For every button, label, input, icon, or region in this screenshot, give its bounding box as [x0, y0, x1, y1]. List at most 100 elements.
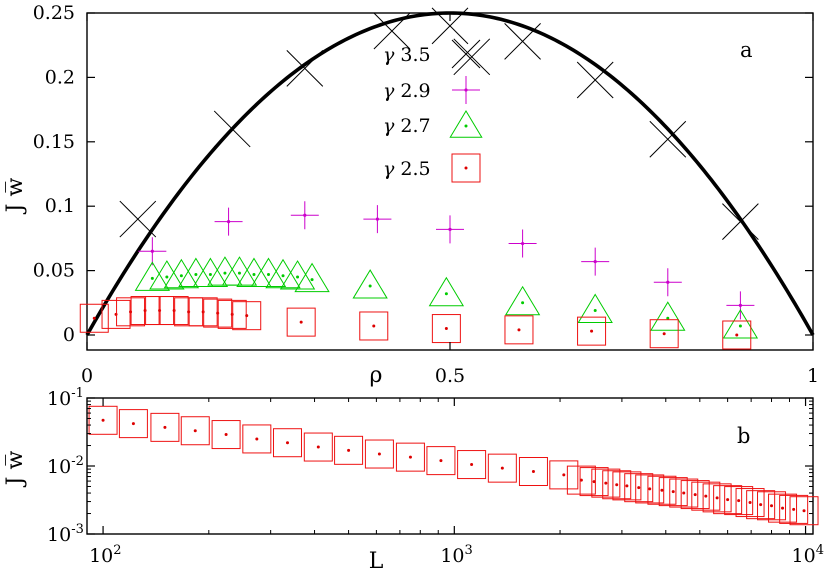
square-dot [662, 332, 666, 336]
panel-a-frame [86, 12, 814, 351]
triangle-dot [368, 284, 372, 288]
triangle-mark [250, 257, 287, 287]
square-mark [395, 442, 425, 472]
square-mark [579, 467, 609, 497]
point-square [504, 315, 534, 345]
point-square-b [457, 450, 487, 480]
square-dot [579, 478, 583, 482]
square-mark [566, 465, 596, 495]
point-square [130, 296, 160, 326]
point-triangle [352, 269, 388, 299]
square-dot [216, 311, 220, 315]
point-plus [581, 247, 610, 276]
square-mark [431, 314, 461, 344]
legend-label: γ 2.5 [383, 158, 431, 180]
point-triangle [428, 276, 465, 307]
point-square-b [591, 468, 621, 498]
square-dot [347, 448, 351, 452]
point-square-b [746, 490, 776, 520]
point-square-b [118, 409, 148, 439]
plus-dot [448, 227, 452, 231]
legend-marker-square [451, 153, 481, 183]
square-mark [779, 494, 809, 524]
triangle-mark [722, 309, 759, 339]
point-square-b [702, 483, 732, 513]
square-mark [426, 446, 456, 476]
legend-marker-triangle [449, 110, 483, 138]
point-square [159, 296, 189, 326]
square-dot [464, 166, 468, 170]
point-square-b [242, 424, 272, 454]
square-mark [101, 299, 131, 329]
point-plus [363, 205, 392, 234]
point-square-b [518, 457, 548, 487]
square-mark [624, 473, 654, 503]
square-mark [680, 480, 710, 510]
square-mark [518, 457, 548, 487]
square-dot [715, 496, 719, 500]
triangle-dot [738, 324, 742, 328]
square-dot [201, 310, 205, 314]
triangle-mark [149, 260, 185, 290]
y-tick-label-b: 10-2 [47, 454, 84, 478]
square-mark [504, 315, 534, 345]
point-plus [436, 215, 464, 244]
triangle-dot [223, 271, 227, 275]
triangle-mark [279, 260, 316, 290]
triangle-mark [352, 269, 388, 299]
square-dot [770, 504, 774, 508]
point-square [174, 297, 204, 327]
panel-b-plot [88, 405, 819, 526]
square-dot [131, 422, 135, 426]
square-dot [444, 327, 448, 331]
triangle-dot [179, 274, 183, 278]
panel-a-ticks: 0 0.05 0.1 0.15 0.2 0.25 0 0.5 1 [33, 2, 819, 387]
y-tick-label-b: 10-3 [47, 522, 84, 546]
plus-dot [593, 259, 597, 264]
point-plus [508, 229, 537, 258]
point-square-b [789, 496, 819, 526]
point-square-b [735, 488, 765, 518]
square-mark [549, 460, 579, 490]
plus-dot [303, 213, 307, 217]
square-mark [232, 301, 262, 331]
point-plus [214, 207, 243, 236]
point-square [203, 298, 233, 328]
square-mark [242, 424, 272, 454]
point-square-b [635, 474, 665, 504]
point-x [576, 61, 614, 99]
point-square [232, 301, 262, 331]
point-square-b [487, 453, 517, 483]
square-mark [286, 307, 316, 337]
point-square-b [768, 493, 798, 523]
point-x [453, 38, 491, 76]
triangle-dot [666, 316, 670, 320]
x-tick-label-a: 0 [81, 365, 93, 387]
plus-dot [464, 88, 468, 92]
point-square-b [647, 475, 677, 505]
square-mark [713, 485, 743, 515]
point-square-b [779, 494, 809, 524]
point-x [504, 22, 541, 60]
point-square-b [612, 471, 642, 501]
point-triangle [192, 257, 229, 287]
series-plus [138, 201, 755, 320]
square-mark [364, 439, 394, 469]
panel-a-ylabel: J w̅ [3, 178, 28, 215]
point-triangle [504, 285, 541, 316]
point-x [286, 50, 324, 87]
point-triangle [279, 260, 316, 290]
point-square-b [395, 442, 425, 472]
point-x [373, 12, 411, 50]
point-triangle [577, 293, 613, 324]
square-mark [487, 453, 517, 483]
point-square-b [180, 416, 210, 446]
square-mark [768, 493, 798, 523]
point-x [649, 120, 687, 158]
square-dot [172, 309, 176, 313]
square-dot [92, 316, 96, 320]
legend-marker-plus [452, 76, 480, 104]
x-tick-label-b: 102 [89, 543, 121, 567]
x-tick-label-a: 0.5 [435, 365, 465, 387]
